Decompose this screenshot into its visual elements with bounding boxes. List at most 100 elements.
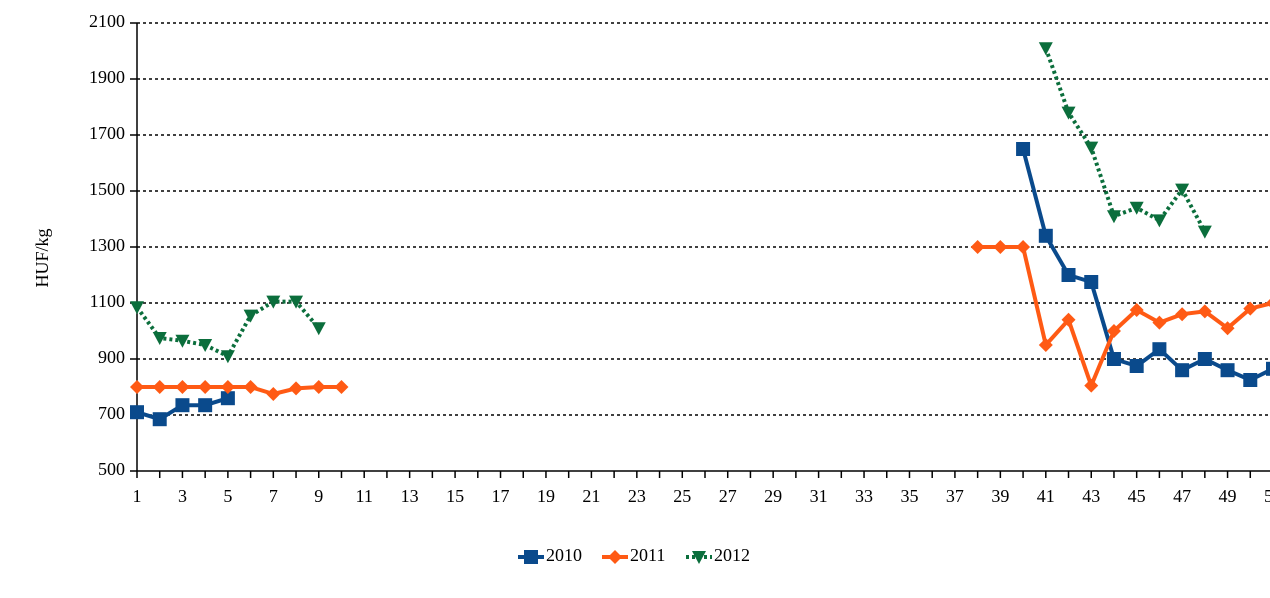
y-tick-label: 1700 — [89, 123, 125, 143]
data-point — [152, 412, 167, 427]
legend-label: 2012 — [714, 545, 750, 565]
data-point — [130, 301, 144, 315]
x-tick-label: 13 — [401, 486, 419, 506]
data-point — [1152, 315, 1167, 330]
x-tick-label: 27 — [719, 486, 737, 506]
series-line — [1043, 47, 1207, 233]
data-point — [1084, 275, 1099, 289]
y-axis-tick-labels: 500 700 900 1100 1300 1500 1700 1900 2100 — [89, 11, 125, 479]
x-tick-label: 35 — [900, 486, 918, 506]
legend-item-2012: 2012 — [686, 545, 750, 565]
data-point — [152, 332, 167, 345]
x-tick-label: 43 — [1082, 486, 1100, 506]
data-point — [266, 387, 281, 401]
axes — [130, 22, 1270, 478]
series-line — [137, 385, 342, 396]
legend-item-2011: 2011 — [602, 545, 665, 565]
y-tick-label: 1500 — [89, 179, 125, 199]
x-tick-label: 1 — [133, 486, 142, 506]
data-point — [1175, 363, 1190, 378]
y-tick-label: 700 — [98, 403, 125, 423]
data-point — [130, 405, 144, 420]
data-point — [1266, 299, 1270, 307]
x-tick-label: 49 — [1219, 486, 1237, 506]
data-point — [130, 380, 144, 394]
data-point — [1197, 304, 1212, 319]
data-point — [1038, 42, 1053, 56]
data-point — [1038, 338, 1053, 352]
data-point — [1220, 321, 1235, 336]
data-point — [1243, 373, 1258, 387]
legend-item-2010: 2010 — [518, 545, 582, 565]
x-tick-label: 41 — [1037, 486, 1055, 506]
data-point — [1197, 225, 1212, 239]
y-tick-label: 1100 — [90, 291, 125, 311]
x-tick-label: 31 — [810, 486, 828, 506]
x-tick-label: 19 — [537, 486, 555, 506]
data-point — [993, 240, 1008, 254]
x-tick-label: 3 — [178, 486, 187, 506]
data-point — [1061, 268, 1076, 282]
data-point — [243, 380, 258, 394]
data-point — [1106, 324, 1121, 338]
data-point — [1038, 228, 1053, 243]
data-point — [1061, 312, 1076, 327]
data-point — [152, 380, 167, 394]
x-tick-label: 15 — [446, 486, 464, 506]
data-point — [1197, 352, 1212, 366]
x-tick-label: 7 — [269, 486, 278, 506]
data-point — [1084, 141, 1099, 155]
data-point — [1129, 359, 1144, 373]
data-point — [220, 391, 235, 406]
data-point — [1084, 378, 1099, 393]
x-tick-label: 33 — [855, 486, 873, 506]
x-tick-label: 11 — [356, 486, 373, 506]
data-point — [289, 295, 304, 309]
data-point — [311, 380, 326, 394]
x-axis-tick-labels: 1 3 5 7 9 11 13 15 17 19 21 23 25 27 29 31 33 35 37 39 41 43 4… — [133, 486, 1270, 506]
data-point — [970, 240, 985, 254]
series-group — [130, 42, 1270, 427]
data-point — [1129, 201, 1144, 215]
legend-marker — [524, 550, 538, 564]
data-point — [289, 381, 304, 396]
data-point — [1266, 361, 1270, 376]
data-point — [243, 309, 258, 323]
data-point — [175, 380, 190, 394]
data-point — [1016, 240, 1031, 254]
x-tick-label: 25 — [673, 486, 691, 506]
data-point — [1061, 106, 1076, 120]
legend-marker — [692, 551, 706, 564]
data-point — [1175, 183, 1190, 197]
data-point — [175, 398, 190, 413]
y-tick-label: 900 — [98, 347, 125, 367]
data-point — [1152, 214, 1167, 228]
x-tick-label: 21 — [582, 486, 600, 506]
data-point — [198, 380, 213, 394]
series-line — [1021, 148, 1270, 382]
x-tick-label: 23 — [628, 486, 646, 506]
y-tick-label: 2100 — [89, 11, 125, 31]
legend-label: 2010 — [546, 545, 582, 565]
data-point — [1243, 301, 1258, 316]
grid-lines — [137, 22, 1270, 416]
data-point — [334, 380, 349, 394]
data-point — [175, 334, 190, 348]
series-line — [135, 299, 321, 359]
legend: 2010 2011 2012 — [518, 545, 750, 565]
series-2012 — [130, 42, 1212, 364]
data-point — [220, 350, 235, 364]
data-point — [1220, 363, 1235, 378]
data-point — [1016, 142, 1031, 156]
data-point — [1129, 303, 1144, 317]
series-2011 — [130, 240, 1270, 401]
data-point — [311, 322, 326, 336]
data-point — [266, 295, 281, 309]
x-tick-label: 45 — [1128, 486, 1146, 506]
y-tick-label: 1900 — [89, 67, 125, 87]
y-tick-label: 500 — [98, 459, 125, 479]
data-point — [198, 398, 213, 413]
y-tick-label: 1300 — [89, 235, 125, 255]
x-tick-label: 9 — [314, 486, 323, 506]
y-axis-label: HUF/kg — [32, 228, 52, 287]
